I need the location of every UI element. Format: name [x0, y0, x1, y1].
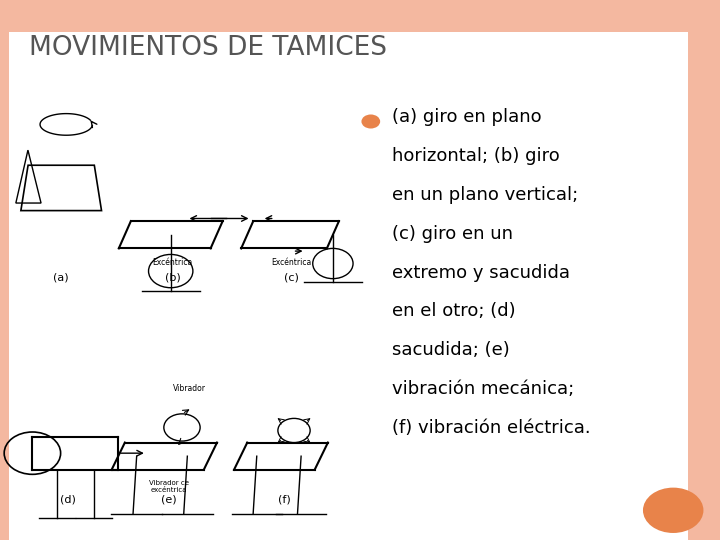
Text: extremo y sacudida: extremo y sacudida — [392, 264, 570, 281]
Text: MOVIMIENTOS DE TAMICES: MOVIMIENTOS DE TAMICES — [29, 35, 387, 61]
Text: sacudida; (e): sacudida; (e) — [392, 341, 510, 359]
FancyBboxPatch shape — [688, 0, 720, 540]
Text: horizontal; (b) giro: horizontal; (b) giro — [392, 147, 560, 165]
Text: (a) giro en plano: (a) giro en plano — [392, 108, 542, 126]
Circle shape — [361, 114, 380, 129]
Text: (c): (c) — [284, 273, 299, 283]
Text: (b): (b) — [165, 273, 181, 283]
Text: Excéntrica: Excéntrica — [153, 258, 193, 267]
Text: Excéntrica: Excéntrica — [271, 258, 312, 267]
Text: en el otro; (d): en el otro; (d) — [392, 302, 516, 320]
Text: (c) giro en un: (c) giro en un — [392, 225, 513, 242]
Text: Vibrador: Vibrador — [173, 384, 206, 393]
Text: (a): (a) — [53, 273, 69, 283]
Text: vibración mecánica;: vibración mecánica; — [392, 380, 575, 398]
FancyBboxPatch shape — [0, 0, 720, 32]
Text: (f) vibración eléctrica.: (f) vibración eléctrica. — [392, 419, 591, 437]
Text: Vibrador ce
excéntrica: Vibrador ce excéntrica — [149, 480, 189, 492]
Text: (d): (d) — [60, 494, 76, 504]
Circle shape — [643, 488, 703, 533]
Text: (e): (e) — [161, 494, 177, 504]
FancyBboxPatch shape — [0, 0, 9, 540]
Text: (f): (f) — [278, 494, 291, 504]
Text: en un plano vertical;: en un plano vertical; — [392, 186, 579, 204]
